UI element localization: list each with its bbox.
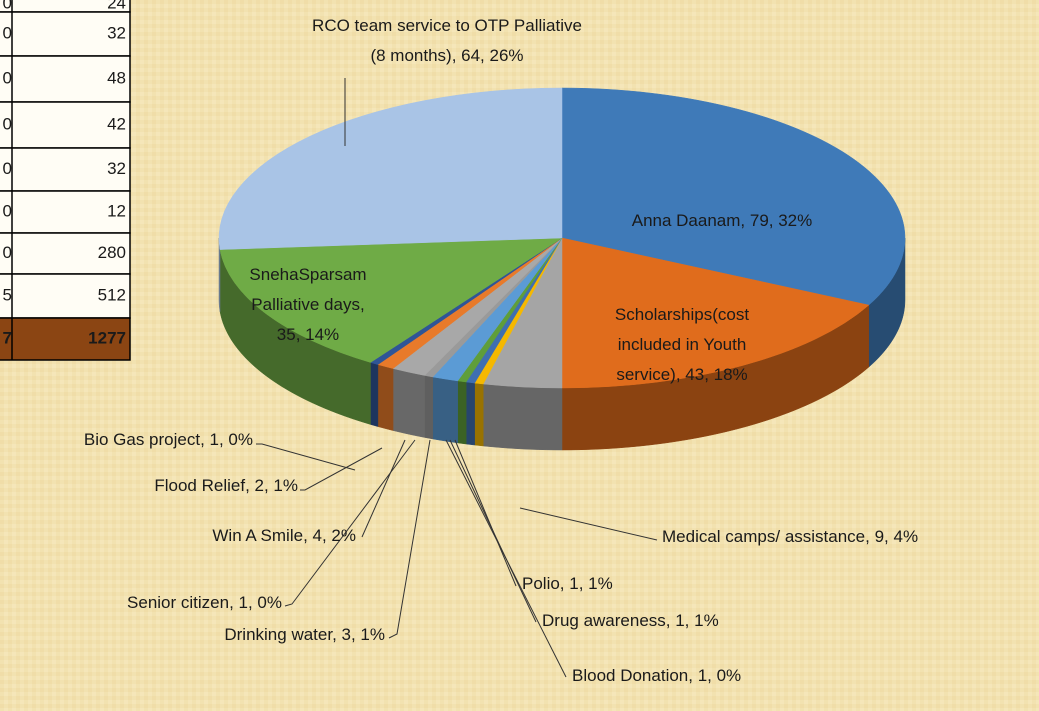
table-row xyxy=(0,232,131,275)
table-cell: 48 xyxy=(107,68,126,87)
slice-side xyxy=(392,368,425,438)
slice-side xyxy=(482,383,563,451)
table-row xyxy=(0,273,131,319)
table-cell: 32 xyxy=(107,23,126,42)
table-cell: 0 xyxy=(3,0,12,12)
table-cell: 0 xyxy=(3,68,12,87)
slice-side xyxy=(424,375,434,440)
labels: Anna Daanam, 79, 32% Scholarships(cost inc… xyxy=(84,16,918,685)
data-label: Flood Relief, 2, 1% xyxy=(154,476,298,495)
leader-line xyxy=(445,439,567,678)
data-label: RCO team service to OTP Palliative (8 mon… xyxy=(312,16,582,65)
table-row xyxy=(0,317,131,361)
slice xyxy=(561,237,870,389)
pie-sides xyxy=(218,237,906,451)
leader-line xyxy=(449,439,537,623)
table-row xyxy=(0,11,131,57)
data-label: Drug awareness, 1, 1% xyxy=(542,611,719,630)
table-cell: 0 xyxy=(3,201,12,220)
data-label: Blood Donation, 1, 0% xyxy=(572,666,741,685)
data-label: Anna Daanam, 79, 32% xyxy=(632,211,813,230)
slice xyxy=(561,87,906,306)
table: 0 24 0 32 0 48 0 42 0 32 0 12 0 280 5 512 7 1277 xyxy=(0,0,131,361)
data-label: SnehaSparsam Palliative days, 35, 14% xyxy=(249,265,366,344)
data-label: Medical camps/ assistance, 9, 4% xyxy=(662,527,918,546)
leader-line xyxy=(388,439,431,639)
slice xyxy=(218,87,563,250)
table-cell: 0 xyxy=(3,114,12,133)
leader-line xyxy=(284,439,416,607)
table-cell: 0 xyxy=(3,159,12,178)
table-cell: 1277 xyxy=(88,328,126,347)
leader-line xyxy=(300,447,383,491)
slice-side xyxy=(432,376,458,444)
table-cell: 12 xyxy=(107,201,126,220)
slice-side xyxy=(370,362,379,427)
table-row xyxy=(0,190,131,234)
data-label: Bio Gas project, 1, 0% xyxy=(84,430,253,449)
table-cell: 0 xyxy=(3,23,12,42)
slice-side xyxy=(474,382,484,447)
data-label: Senior citizen, 1, 0% xyxy=(127,593,282,612)
slice xyxy=(219,237,563,363)
table-cell: 32 xyxy=(107,159,126,178)
slice-side xyxy=(457,380,467,445)
table-cell: 24 xyxy=(107,0,126,12)
table-cell: 5 xyxy=(3,285,12,304)
leader-line xyxy=(519,507,658,541)
table-row xyxy=(0,101,131,149)
data-label: Polio, 1, 1% xyxy=(522,574,613,593)
table-cell: 512 xyxy=(98,285,126,304)
table-cell: 7 xyxy=(3,328,12,347)
table-cell: 0 xyxy=(3,243,12,262)
table-cell: 280 xyxy=(98,243,126,262)
table-row xyxy=(0,55,131,103)
leader-line xyxy=(256,443,356,471)
data-label: Win A Smile, 4, 2% xyxy=(212,526,356,545)
leader-line xyxy=(454,439,517,587)
slice-side xyxy=(465,381,475,446)
slice-side xyxy=(377,364,394,431)
leader-line xyxy=(361,439,406,538)
data-label: Drinking water, 3, 1% xyxy=(224,625,385,644)
pie-tops xyxy=(218,87,906,389)
data-label: Scholarships(cost included in Youth servic… xyxy=(615,305,749,384)
table-cell: 42 xyxy=(107,114,126,133)
